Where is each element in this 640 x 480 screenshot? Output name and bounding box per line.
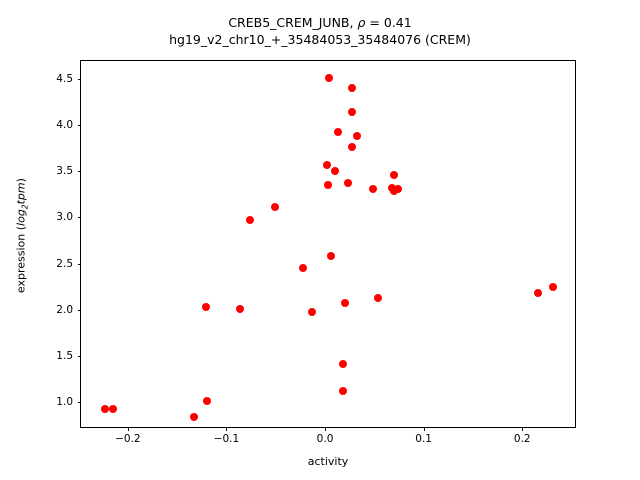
data-point <box>108 405 117 414</box>
data-point <box>202 396 211 405</box>
y-axis-tick-label: 1.0 <box>56 396 73 409</box>
data-point <box>347 84 356 93</box>
y-axis-tick <box>77 171 81 173</box>
x-axis-label: activity <box>307 455 349 468</box>
data-point <box>389 170 398 179</box>
y-axis-tick-label: 4.0 <box>56 118 73 131</box>
y-axis-tick-label: 1.5 <box>56 350 73 363</box>
data-point <box>308 307 317 316</box>
data-point <box>331 167 339 176</box>
rho-value: = 0.41 <box>365 15 412 30</box>
data-point <box>393 185 402 194</box>
x-axis-tick <box>325 427 327 431</box>
data-point <box>368 185 377 194</box>
x-axis-tick-label: −0.1 <box>213 433 240 445</box>
data-point <box>324 73 333 82</box>
x-axis-tick-label: −0.2 <box>115 433 141 445</box>
y-axis-tick <box>77 217 81 219</box>
chart-title-prefix: CREB5_CREM_JUNB, <box>228 15 358 30</box>
data-point <box>271 203 280 212</box>
y-axis-tick-label: 3.5 <box>56 165 73 178</box>
data-point <box>100 405 109 414</box>
data-point <box>324 181 332 190</box>
x-axis-tick <box>226 427 228 431</box>
x-axis-tick-label: 0.2 <box>513 433 531 445</box>
data-point <box>534 288 543 297</box>
data-point <box>338 387 347 396</box>
data-point <box>389 186 398 195</box>
y-axis-tick <box>77 309 81 311</box>
data-point <box>201 303 210 312</box>
data-point <box>347 142 356 151</box>
y-axis-tick-label: 2.0 <box>56 303 73 316</box>
x-axis-tick-label: 0.1 <box>415 433 432 445</box>
data-point <box>352 132 361 141</box>
data-point <box>189 412 198 421</box>
data-point <box>549 283 558 292</box>
data-point <box>373 293 382 302</box>
y-axis-tick <box>77 356 81 358</box>
y-axis-tick <box>77 402 81 404</box>
y-axis-label: expression (log2tpm) <box>14 178 30 294</box>
data-point <box>340 299 349 308</box>
data-point <box>347 107 356 116</box>
rho-symbol: ρ <box>357 15 366 30</box>
y-axis-tick-label: 4.5 <box>56 72 73 85</box>
data-point <box>246 216 255 225</box>
y-axis-tick <box>77 78 81 80</box>
y-axis-tick-label: 2.5 <box>56 257 73 270</box>
data-point <box>323 161 331 170</box>
x-axis-tick-label: 0.0 <box>316 433 334 445</box>
data-point <box>338 359 347 368</box>
plot-area: −0.2 −0.1 0.0 0.1 0.2 1.0 1.5 2.0 2.5 3.0 3.5 4.0 4.… <box>56 60 576 445</box>
data-point <box>299 264 308 273</box>
x-axis-tick <box>423 427 425 431</box>
chart-title: CREB5_CREM_JUNB, ρ = 0.41 hg19_v2_chr10_… <box>0 14 640 48</box>
data-point <box>236 305 245 313</box>
data-point <box>327 252 336 261</box>
chart-subtitle: hg19_v2_chr10_+_35484053_35484076 (CREM) <box>169 32 471 47</box>
x-axis-tick <box>522 427 524 431</box>
y-axis-tick <box>77 124 81 126</box>
data-point <box>333 128 342 137</box>
y-axis-tick-label: 3.0 <box>56 211 73 224</box>
data-point <box>343 179 352 188</box>
x-axis-tick <box>127 427 129 431</box>
y-axis-tick <box>77 263 81 265</box>
